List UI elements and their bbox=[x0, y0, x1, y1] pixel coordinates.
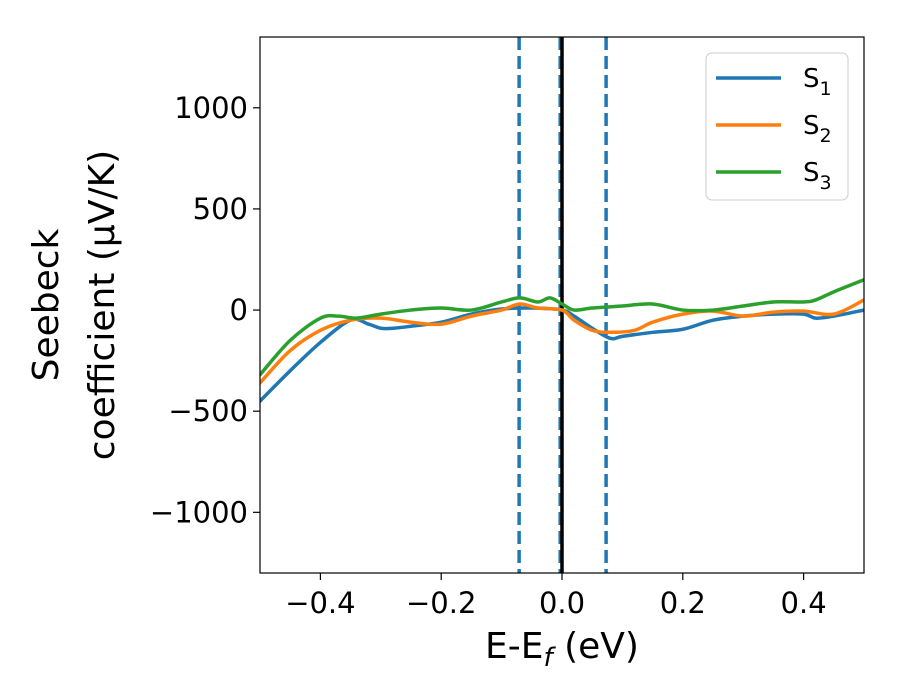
x-axis-label: E-Ef (eV) bbox=[485, 626, 639, 673]
y-tick-label: −500 bbox=[168, 394, 248, 428]
x-tick-label: −0.2 bbox=[406, 586, 476, 620]
y-axis-label-line1: Seebeck bbox=[26, 228, 67, 381]
legend-label-s2: S2 bbox=[803, 111, 832, 147]
x-tick-label: 0.4 bbox=[781, 586, 827, 620]
y-tick-label: 500 bbox=[193, 192, 248, 226]
legend-label-s1: S1 bbox=[803, 64, 832, 100]
x-tick-label: −0.4 bbox=[285, 586, 355, 620]
y-axis-label-line2: coefficient (μV/K) bbox=[82, 150, 123, 460]
y-tick-label: −1000 bbox=[150, 495, 248, 529]
series-line-s2 bbox=[260, 298, 864, 385]
y-tick-label: 1000 bbox=[174, 91, 248, 125]
x-tick-label: 0.2 bbox=[660, 586, 706, 620]
legend-label-s3: S3 bbox=[803, 158, 832, 194]
legend: S1 S2 S3 bbox=[705, 52, 849, 201]
x-tick-label: 0.0 bbox=[539, 586, 585, 620]
y-tick-label: 0 bbox=[230, 293, 248, 327]
series-line-s3 bbox=[260, 277, 864, 377]
series-line-s1 bbox=[260, 306, 864, 403]
